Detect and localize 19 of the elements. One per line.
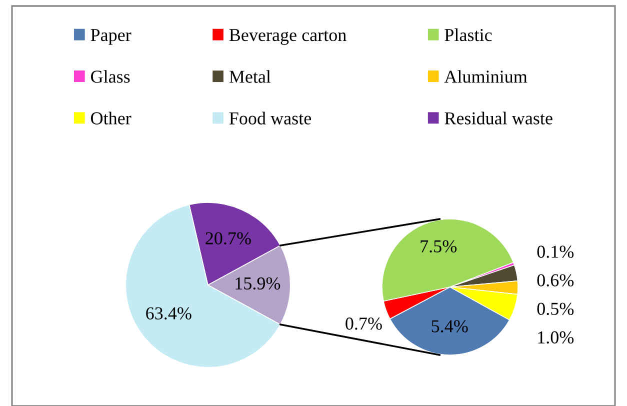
data-label: 1.0% <box>538 331 574 344</box>
legend-label: Glass <box>91 70 130 83</box>
legend-label: Other <box>91 112 132 124</box>
data-label: 20.7% <box>206 232 251 244</box>
legend-label: Metal <box>229 70 271 83</box>
data-label: 5.4% <box>432 320 468 332</box>
data-label: 7.5% <box>420 240 457 252</box>
data-label: 0.7% <box>346 318 382 330</box>
data-label: 0.6% <box>537 274 574 286</box>
legend-label: Plastic <box>444 28 492 42</box>
legend-label: Paper <box>90 29 132 45</box>
legend-label: Residual waste <box>444 112 552 124</box>
data-label: 0.1% <box>537 246 574 258</box>
data-label: 15.9% <box>236 277 280 290</box>
legend-label: Beverage carton <box>229 29 346 45</box>
legend-label: Aluminium <box>444 70 528 83</box>
legend-label: Food waste <box>229 112 311 124</box>
data-label: 0.5% <box>537 302 574 316</box>
data-label: 63.4% <box>146 307 192 320</box>
